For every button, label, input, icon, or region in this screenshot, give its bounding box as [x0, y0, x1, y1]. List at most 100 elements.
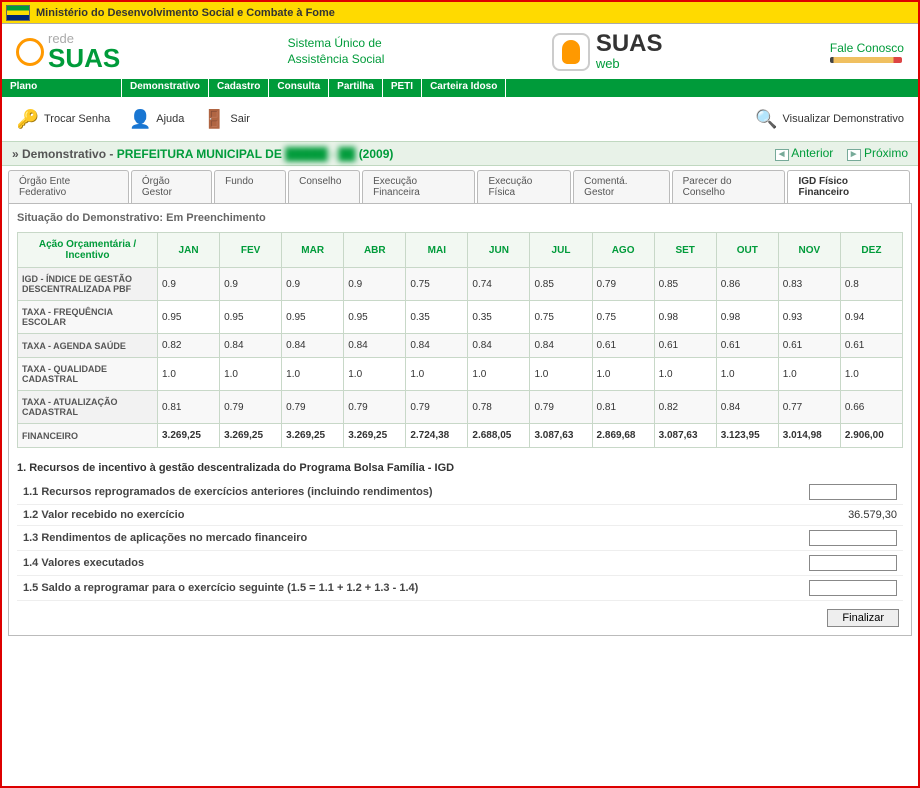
cell: 0.61	[654, 334, 716, 358]
table-row: TAXA - QUALIDADE CADASTRAL1.01.01.01.01.…	[18, 358, 903, 391]
finance-row: 1.5 Saldo a reprogramar para o exercício…	[17, 576, 903, 601]
cell: 0.95	[220, 301, 282, 334]
cell: 0.98	[716, 301, 778, 334]
finalizar-button[interactable]: Finalizar	[827, 609, 899, 627]
row-label: IGD - ÍNDICE DE GESTÃO DESCENTRALIZADA P…	[18, 268, 158, 301]
cell: 3.087,63	[530, 424, 592, 448]
cell: 1.0	[654, 358, 716, 391]
col-abr: ABR	[344, 233, 406, 268]
cell: 0.81	[592, 391, 654, 424]
toolbar: 🔑 Trocar Senha 👤 Ajuda 🚪 Sair 🔍 Visualiz…	[2, 97, 918, 141]
cell: 1.0	[282, 358, 344, 391]
cell: 0.95	[344, 301, 406, 334]
cell: 0.83	[778, 268, 840, 301]
visualizar-button[interactable]: 🔍 Visualizar Demonstrativo	[755, 107, 904, 131]
cell: 1.0	[468, 358, 530, 391]
finance-label: 1.4 Valores executados	[17, 551, 803, 576]
ministry-label: Ministério do Desenvolvimento Social e C…	[36, 7, 335, 19]
trocar-senha-button[interactable]: 🔑 Trocar Senha	[16, 107, 110, 131]
table-row: FINANCEIRO3.269,253.269,253.269,253.269,…	[18, 424, 903, 448]
cell: 0.61	[592, 334, 654, 358]
section1-title: 1. Recursos de incentivo à gestão descen…	[17, 462, 903, 474]
fale-conosco-label: Fale Conosco	[830, 41, 904, 55]
cell: 0.79	[344, 391, 406, 424]
col-mai: MAI	[406, 233, 468, 268]
door-icon: 🚪	[202, 107, 226, 131]
menu-consulta[interactable]: Consulta	[269, 79, 329, 97]
col-ago: AGO	[592, 233, 654, 268]
tab-7[interactable]: Parecer do Conselho	[672, 170, 786, 203]
menu-peti[interactable]: PETI	[383, 79, 422, 97]
col-dez: DEZ	[840, 233, 902, 268]
tab-5[interactable]: Execução Física	[477, 170, 571, 203]
tab-8[interactable]: IGD Físico Financeiro	[787, 170, 910, 203]
menu-cadastro[interactable]: Cadastro	[209, 79, 269, 97]
header: rede SUAS Sistema Único de Assistência S…	[2, 24, 918, 79]
finance-input-5[interactable]	[809, 580, 897, 596]
cell: 0.9	[220, 268, 282, 301]
breadcrumb: » Demonstrativo - PREFEITURA MUNICIPAL D…	[2, 141, 918, 166]
ajuda-button[interactable]: 👤 Ajuda	[128, 107, 184, 131]
finance-label: 1.2 Valor recebido no exercício	[17, 505, 803, 526]
fale-conosco-link[interactable]: Fale Conosco	[830, 41, 904, 63]
col-fev: FEV	[220, 233, 282, 268]
menu-carteira-idoso[interactable]: Carteira Idoso	[422, 79, 506, 97]
tab-2[interactable]: Fundo	[214, 170, 286, 203]
finance-input-1[interactable]	[809, 484, 897, 500]
logo-redesuas: rede SUAS	[16, 32, 120, 71]
breadcrumb-entity-prefix: PREFEITURA MUNICIPAL DE	[117, 147, 285, 161]
finance-row: 1.1 Recursos reprogramados de exercícios…	[17, 480, 903, 505]
sair-button[interactable]: 🚪 Sair	[202, 107, 250, 131]
tab-0[interactable]: Órgão Ente Federativo	[8, 170, 129, 203]
ministry-bar: Ministério do Desenvolvimento Social e C…	[2, 2, 918, 24]
breadcrumb-entity-redacted: █████ - ██	[285, 147, 355, 161]
main-menu: PlanoDemonstrativoCadastroConsultaPartil…	[2, 79, 918, 97]
cell: 0.95	[282, 301, 344, 334]
cell: 0.85	[654, 268, 716, 301]
col-out: OUT	[716, 233, 778, 268]
finance-input-4[interactable]	[809, 555, 897, 571]
system-title-l1: Sistema Único de	[288, 36, 385, 52]
col-set: SET	[654, 233, 716, 268]
cell: 0.79	[220, 391, 282, 424]
finance-value-cell	[803, 526, 903, 551]
cell: 0.75	[406, 268, 468, 301]
finance-row: 1.2 Valor recebido no exercício36.579,30	[17, 505, 903, 526]
data-table: Ação Orçamentária / IncentivoJANFEVMARAB…	[17, 232, 903, 448]
cell: 0.35	[406, 301, 468, 334]
row-label: TAXA - ATUALIZAÇÃO CADASTRAL	[18, 391, 158, 424]
cell: 3.087,63	[654, 424, 716, 448]
menu-plano[interactable]: Plano	[2, 79, 122, 97]
tab-3[interactable]: Conselho	[288, 170, 360, 203]
cell: 0.84	[716, 391, 778, 424]
anterior-link[interactable]: ◄ Anterior	[775, 146, 834, 160]
menu-partilha[interactable]: Partilha	[329, 79, 383, 97]
pencil-icon	[830, 57, 902, 63]
cell: 0.77	[778, 391, 840, 424]
status-line: Situação do Demonstrativo: Em Preenchime…	[17, 212, 903, 224]
cell: 1.0	[406, 358, 468, 391]
cell: 2.906,00	[840, 424, 902, 448]
menu-demonstrativo[interactable]: Demonstrativo	[122, 79, 209, 97]
tab-1[interactable]: Órgão Gestor	[131, 170, 212, 203]
cell: 3.269,25	[344, 424, 406, 448]
sair-label: Sair	[230, 113, 250, 125]
anterior-label: Anterior	[791, 146, 833, 160]
magnifier-icon: 🔍	[755, 107, 779, 131]
cell: 1.0	[530, 358, 592, 391]
col-jun: JUN	[468, 233, 530, 268]
col-mar: MAR	[282, 233, 344, 268]
finance-label: 1.5 Saldo a reprogramar para o exercício…	[17, 576, 803, 601]
finance-value-cell	[803, 551, 903, 576]
row-label: TAXA - QUALIDADE CADASTRAL	[18, 358, 158, 391]
finance-row: 1.4 Valores executados	[17, 551, 903, 576]
proximo-link[interactable]: ► Próximo	[847, 146, 908, 160]
tab-6[interactable]: Comentá. Gestor	[573, 170, 669, 203]
cell: 0.84	[344, 334, 406, 358]
finance-input-3[interactable]	[809, 530, 897, 546]
cell: 1.0	[220, 358, 282, 391]
cell: 0.75	[530, 301, 592, 334]
cell: 0.94	[840, 301, 902, 334]
tab-4[interactable]: Execução Financeira	[362, 170, 475, 203]
cell: 0.93	[778, 301, 840, 334]
